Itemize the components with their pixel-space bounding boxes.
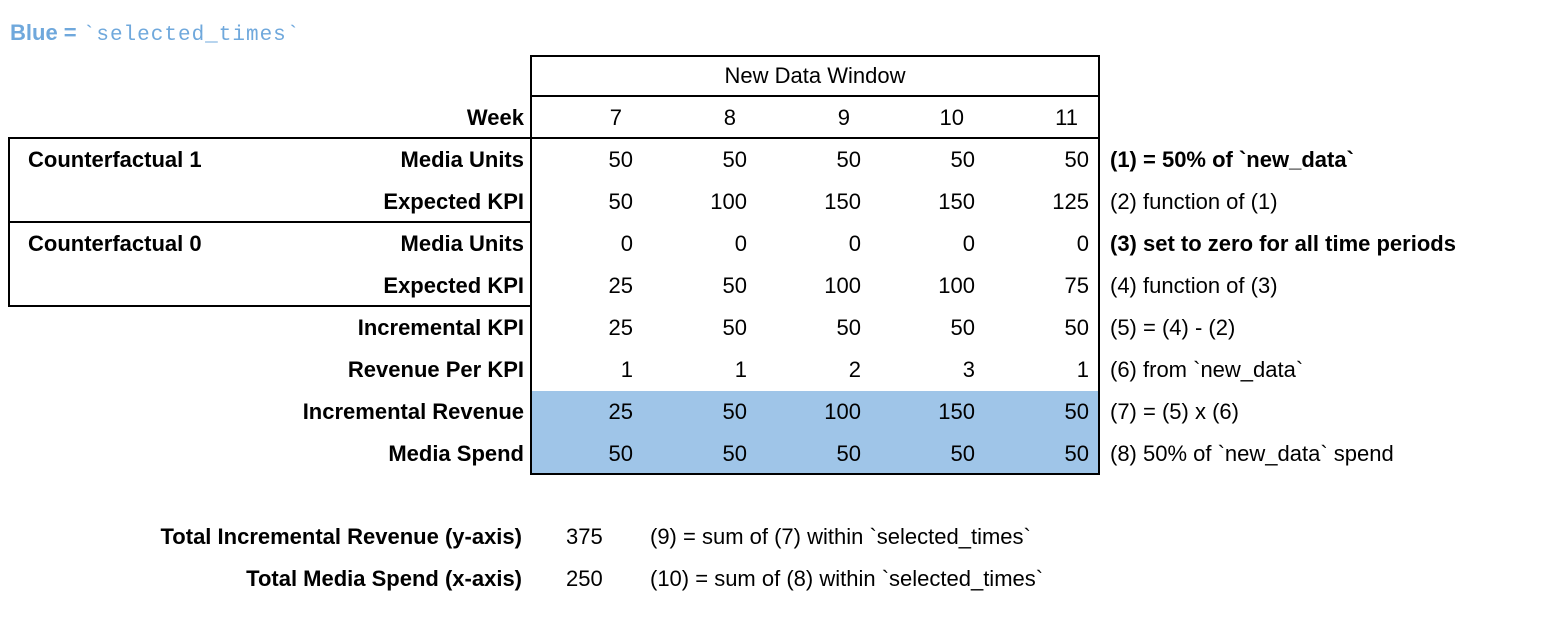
row-annotation: (5) = (4) - (2)	[1110, 315, 1236, 340]
table-row-incremental-revenue: Incremental Revenue 25 50 100 150 50 (7)…	[8, 391, 1540, 433]
table-border-line	[8, 221, 532, 223]
cell-value: 1	[734, 357, 747, 382]
row-annotation: (4) function of (3)	[1110, 273, 1278, 298]
cell-value: 25	[608, 315, 633, 340]
total-annotation: (9) = sum of (7) within `selected_times`	[650, 524, 1031, 549]
cell-value: 0	[962, 231, 975, 256]
cell-value: 50	[722, 441, 747, 466]
week-value: 11	[1055, 105, 1078, 130]
new-data-window-label: New Data Window	[724, 63, 906, 88]
week-value: 10	[939, 105, 964, 130]
cell-value: 50	[722, 399, 747, 424]
cell-value: 50	[1064, 441, 1089, 466]
total-media-spend-row: Total Media Spend (x-axis) 250 (10) = su…	[8, 558, 1540, 600]
cell-value: 0	[620, 231, 633, 256]
total-label: Total Media Spend (x-axis)	[246, 566, 522, 591]
table-row-cf1-media-units: Counterfactual 1 Media Units 50 50 50 50…	[8, 139, 1540, 181]
cell-value: 100	[710, 189, 747, 214]
cell-value: 1	[620, 357, 633, 382]
row-label: Incremental KPI	[357, 315, 524, 340]
cell-value: 50	[950, 441, 975, 466]
table-border-line	[8, 137, 1100, 139]
table-row-cf1-expected-kpi: Expected KPI 50 100 150 150 125 (2) func…	[8, 181, 1540, 223]
row-label: Expected KPI	[383, 189, 524, 214]
cell-value: 50	[1064, 147, 1089, 172]
row-annotation: (3) set to zero for all time periods	[1110, 231, 1456, 256]
group-label-counterfactual-0: Counterfactual 0	[28, 231, 202, 256]
cell-value: 100	[938, 273, 975, 298]
cell-value: 1	[1076, 357, 1089, 382]
cell-value: 50	[608, 189, 633, 214]
cell-value: 100	[824, 273, 861, 298]
cell-value: 125	[1052, 189, 1089, 214]
row-annotation: (8) 50% of `new_data` spend	[1110, 441, 1394, 466]
cell-value: 3	[962, 357, 975, 382]
table-border-line	[530, 97, 532, 475]
cell-value: 150	[938, 189, 975, 214]
table-border-line	[530, 473, 1100, 475]
row-label: Media Units	[400, 147, 524, 172]
row-annotation: (7) = (5) x (6)	[1110, 399, 1239, 424]
cell-value: 2	[848, 357, 861, 382]
cell-value: 50	[836, 441, 861, 466]
week-value: 8	[723, 105, 736, 130]
selected-times-highlight	[532, 391, 1098, 473]
row-annotation: (6) from `new_data`	[1110, 357, 1304, 382]
table-row-media-spend: Media Spend 50 50 50 50 50 (8) 50% of `n…	[8, 433, 1540, 475]
table-border-line	[8, 137, 10, 307]
cell-value: 50	[722, 315, 747, 340]
cell-value: 50	[608, 441, 633, 466]
table-row-revenue-per-kpi: Revenue Per KPI 1 1 2 3 1 (6) from `new_…	[8, 349, 1540, 391]
row-label: Incremental Revenue	[302, 399, 524, 424]
week-label: Week	[466, 105, 524, 130]
total-value: 250	[566, 566, 603, 591]
row-label: Expected KPI	[383, 273, 524, 298]
table-row-cf0-expected-kpi: Expected KPI 25 50 100 100 75 (4) functi…	[8, 265, 1540, 307]
legend-note-text: Blue =	[10, 20, 83, 45]
table-border-line	[8, 305, 532, 307]
cell-value: 0	[1076, 231, 1089, 256]
cell-value: 50	[836, 315, 861, 340]
cell-value: 50	[722, 147, 747, 172]
cell-value: 50	[722, 273, 747, 298]
total-value: 375	[566, 524, 603, 549]
cell-value: 150	[824, 189, 861, 214]
table-row-cf0-media-units: Counterfactual 0 Media Units 0 0 0 0 0 (…	[8, 223, 1540, 265]
group-label-counterfactual-1: Counterfactual 1	[28, 147, 202, 172]
cell-value: 50	[608, 147, 633, 172]
row-annotation: (2) function of (1)	[1110, 189, 1278, 214]
row-annotation: (1) = 50% of `new_data`	[1110, 147, 1354, 172]
row-label: Revenue Per KPI	[347, 357, 524, 382]
legend-note: Blue = `selected_times`	[10, 20, 300, 47]
cell-value: 50	[950, 315, 975, 340]
total-incremental-revenue-row: Total Incremental Revenue (y-axis) 375 (…	[8, 516, 1540, 558]
total-annotation: (10) = sum of (8) within `selected_times…	[650, 566, 1044, 591]
cell-value: 0	[848, 231, 861, 256]
cell-value: 75	[1064, 273, 1089, 298]
new-data-window-header: New Data Window	[530, 55, 1100, 97]
cell-value: 150	[938, 399, 975, 424]
cell-value: 50	[1064, 399, 1089, 424]
week-row: Week 7 8 9 10 11	[8, 97, 1540, 139]
legend-note-code: `selected_times`	[82, 24, 301, 47]
cell-value: 50	[950, 147, 975, 172]
table-border-line	[1098, 97, 1100, 475]
row-label: Media Units	[400, 231, 524, 256]
table-row-incremental-kpi: Incremental KPI 25 50 50 50 50 (5) = (4)…	[8, 307, 1540, 349]
row-label: Media Spend	[388, 441, 524, 466]
total-label: Total Incremental Revenue (y-axis)	[160, 524, 523, 549]
cell-value: 100	[824, 399, 861, 424]
cell-value: 25	[608, 399, 633, 424]
week-value: 7	[609, 105, 622, 130]
cell-value: 50	[1064, 315, 1089, 340]
cell-value: 50	[836, 147, 861, 172]
cell-value: 0	[734, 231, 747, 256]
cell-value: 25	[608, 273, 633, 298]
week-value: 9	[837, 105, 850, 130]
